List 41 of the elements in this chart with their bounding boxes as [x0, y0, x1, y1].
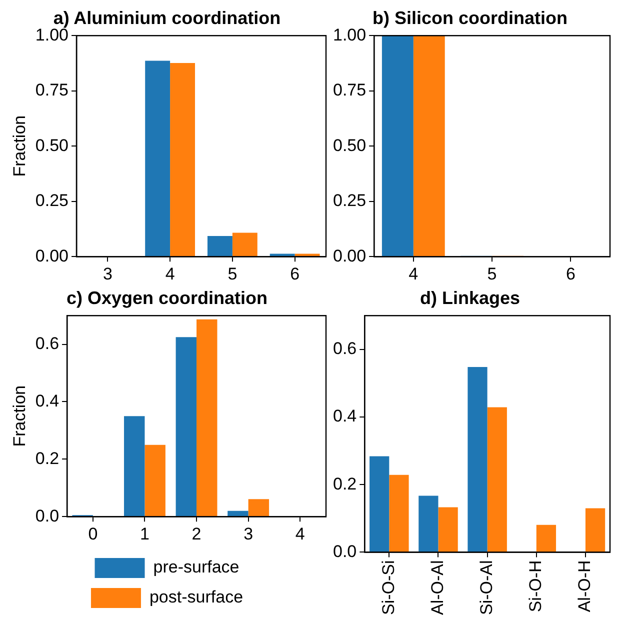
- x-tick-label: Si-O-H: [526, 560, 546, 612]
- x-tick-label: 1: [140, 524, 150, 544]
- y-tick-label: 0.0: [332, 542, 357, 561]
- x-tick-label: Al-O-H: [575, 560, 594, 612]
- y-tick-label: 0.75: [35, 80, 68, 100]
- y-tick-label: 0.0: [35, 506, 60, 526]
- chart-title: b) Silicon coordination: [372, 8, 568, 28]
- x-tick-label: 4: [408, 264, 418, 284]
- y-tick-label: 0.4: [332, 406, 357, 426]
- chart-title: d) Linkages: [420, 288, 520, 308]
- y-tick-label: 0.50: [332, 136, 366, 155]
- y-tick-label: 1.00: [332, 25, 366, 44]
- x-tick-label: 5: [487, 264, 497, 284]
- x-tick-label: 2: [192, 524, 202, 544]
- x-tick-label: 3: [102, 264, 112, 284]
- y-tick-label: 0.2: [35, 448, 60, 468]
- chart-title: c) Oxygen coordination: [66, 288, 268, 308]
- y-tick-label: 0.50: [35, 136, 68, 155]
- x-tick-label: Si-O-Si: [378, 560, 398, 616]
- y-tick-label: 0.25: [332, 191, 366, 210]
- legend-label: post-surface: [149, 588, 244, 607]
- x-tick-label: 3: [244, 524, 254, 544]
- y-axis-title: Fraction: [10, 115, 29, 177]
- y-tick-label: 0.4: [35, 391, 60, 410]
- x-tick-label: 4: [165, 264, 175, 284]
- y-tick-label: 0.6: [332, 339, 357, 358]
- x-tick-label: 0: [88, 524, 98, 544]
- x-tick-label: Si-O-Al: [477, 560, 496, 616]
- y-tick-label: 0.6: [35, 334, 60, 353]
- y-tick-label: 0.25: [35, 191, 68, 210]
- x-tick-label: 6: [566, 264, 576, 284]
- y-axis-title: Fraction: [10, 385, 29, 447]
- y-tick-label: 0.2: [332, 474, 357, 494]
- x-tick-label: Al-O-Al: [428, 560, 447, 616]
- y-tick-label: 0.00: [332, 246, 366, 266]
- y-tick-label: 0.00: [35, 246, 68, 266]
- x-tick-label: 4: [295, 524, 305, 544]
- x-tick-label: 5: [228, 264, 238, 284]
- legend-label: pre-surface: [153, 558, 240, 577]
- x-tick-label: 6: [290, 264, 300, 284]
- y-tick-label: 0.75: [332, 80, 366, 100]
